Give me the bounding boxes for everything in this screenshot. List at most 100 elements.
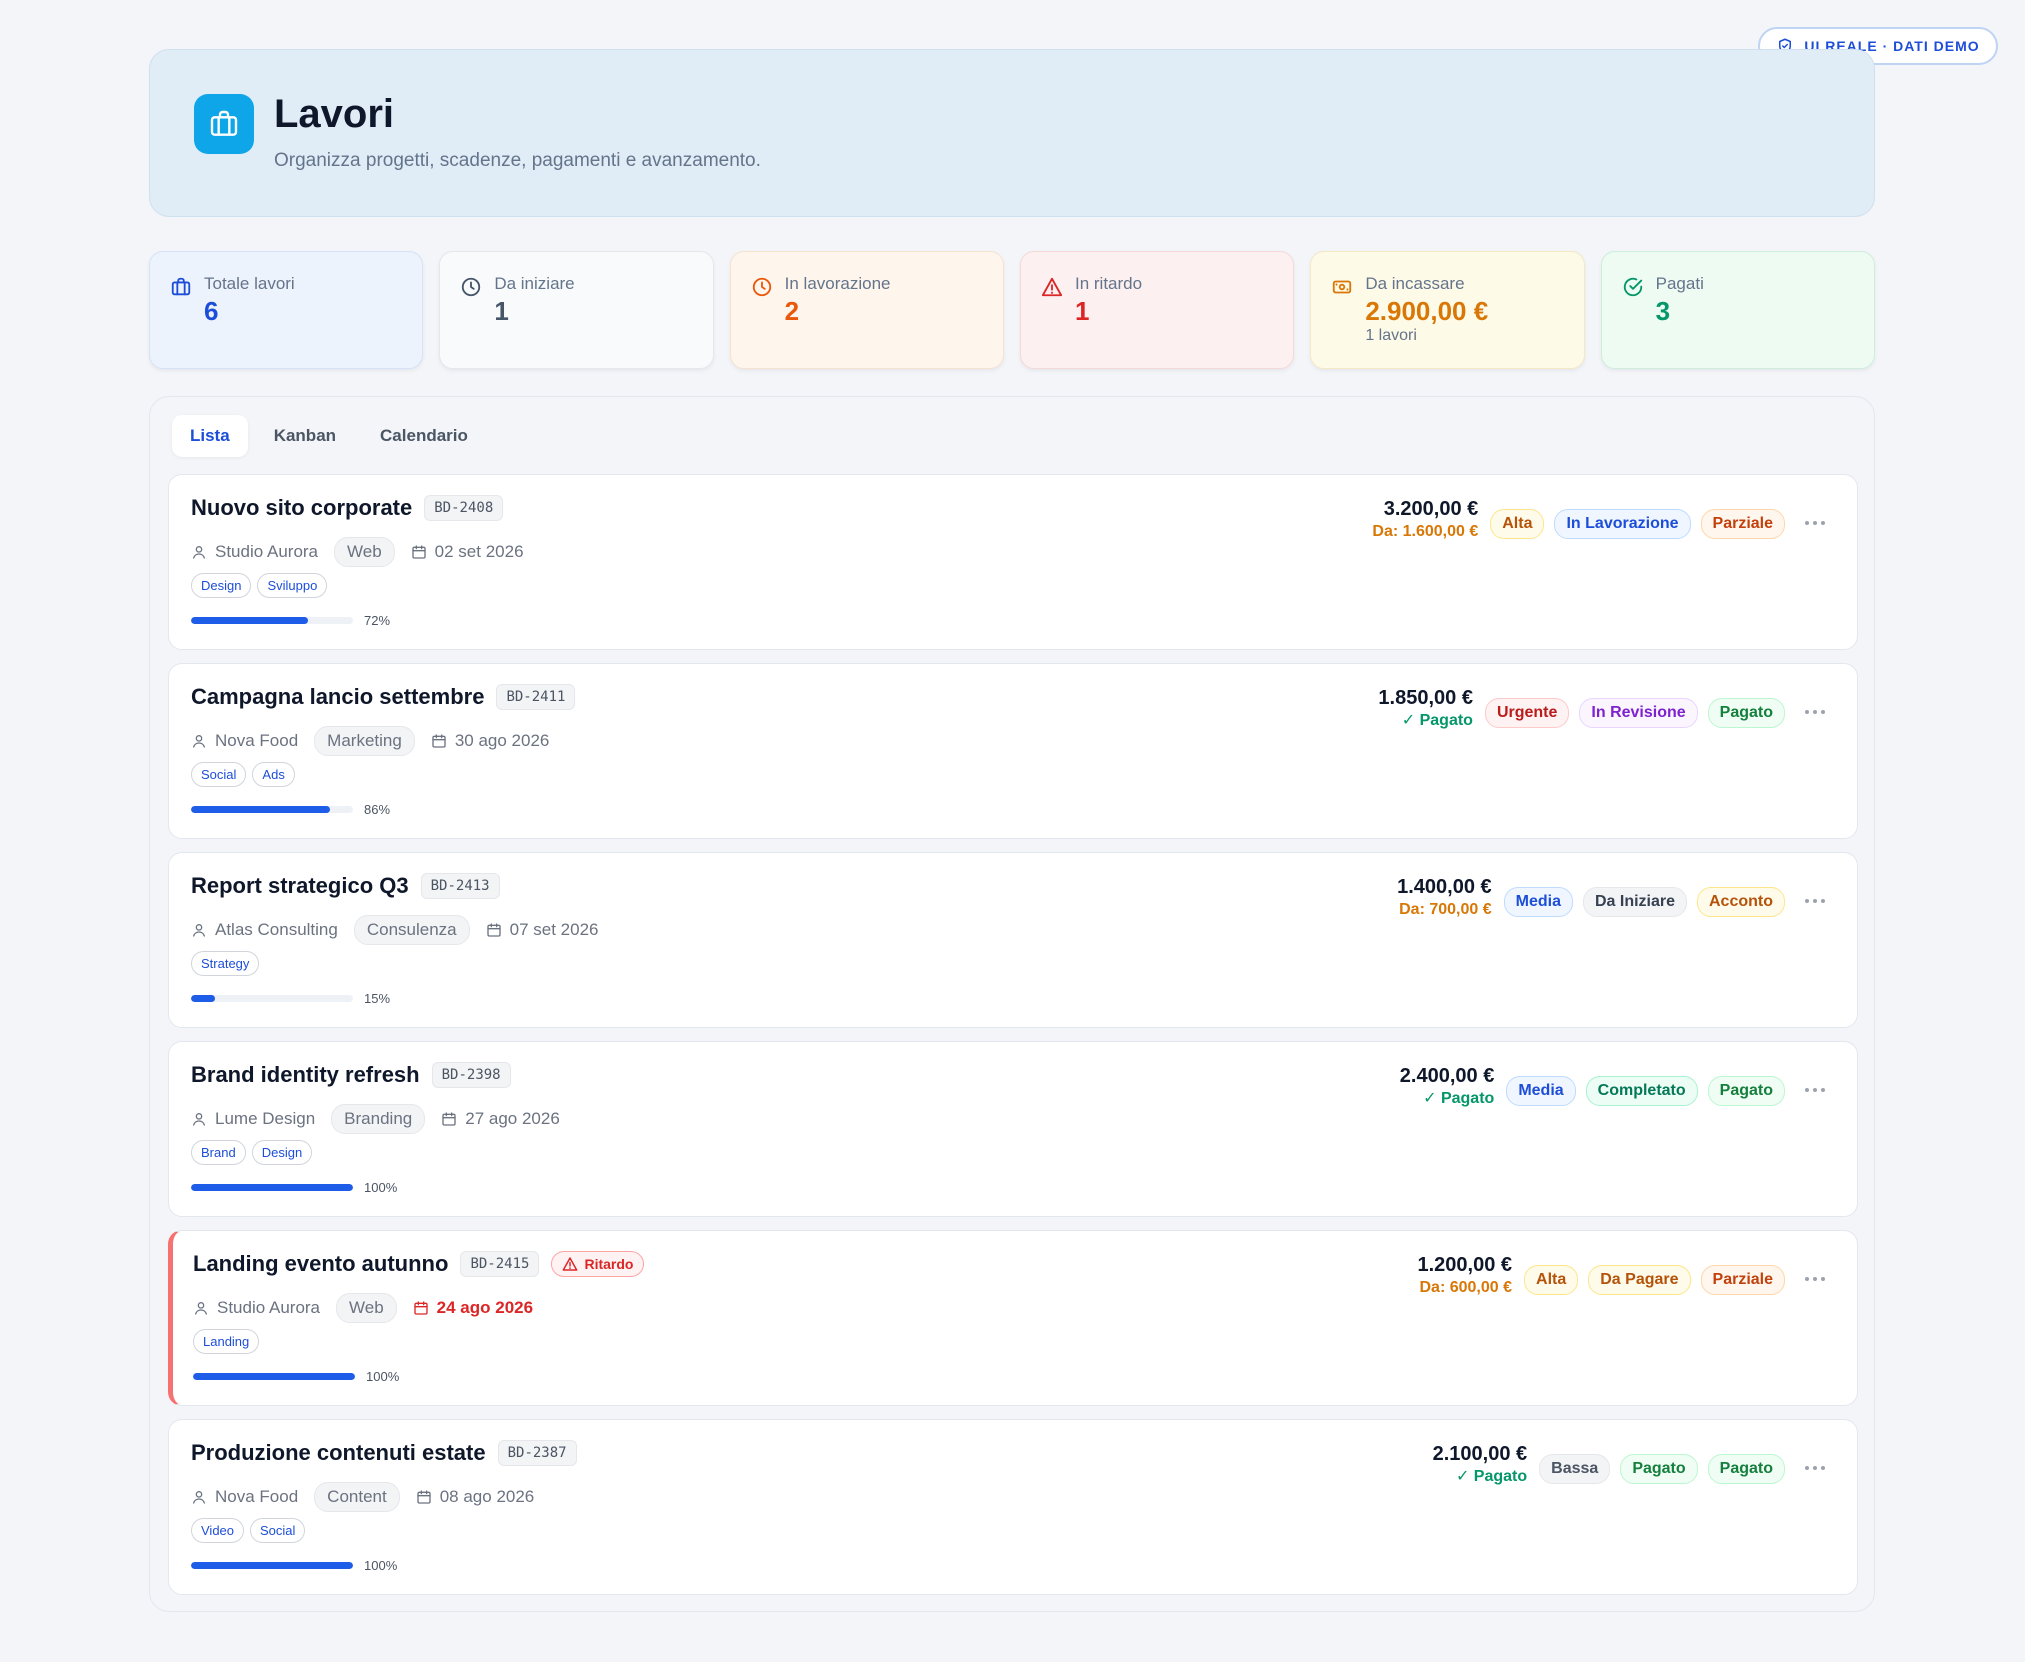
stat-label: Da iniziare [494, 274, 575, 293]
job-amount: 3.200,00 € [1383, 498, 1479, 520]
priority-badge: Alta [1490, 509, 1545, 539]
job-title[interactable]: Nuovo sito corporate [191, 495, 413, 520]
more-icon[interactable] [1795, 1453, 1835, 1483]
alert-icon [1041, 276, 1063, 298]
job-code: BD-2387 [497, 1440, 577, 1466]
job-amount: 1.850,00 € [1378, 687, 1473, 709]
payment-badge: Pagato [1707, 1454, 1785, 1484]
job-progress: 15% [191, 991, 390, 1006]
status-badge: Da Pagare [1588, 1265, 1691, 1295]
more-icon[interactable] [1795, 886, 1835, 916]
status-badge: Completato [1585, 1076, 1698, 1106]
job-due-date: 07 set 2026 [486, 920, 598, 940]
stats-row: Totale lavori 6 Da iniziare 1 In lavorazione… [149, 251, 1875, 369]
tab-calendario[interactable]: Calendario [380, 426, 468, 445]
job-summary: 3.200,00 € Da: 1.600,00 € Alta In Lavorazio… [1372, 497, 1835, 543]
progress-bar [191, 1184, 353, 1191]
job-code: BD-2415 [460, 1251, 540, 1277]
job-tag: Ads [252, 762, 295, 787]
job-title[interactable]: Produzione contenuti estate [191, 1440, 486, 1465]
job-row[interactable]: Landing evento autunno BD-2415 Ritardo Stud… [168, 1230, 1858, 1406]
calendar-icon [431, 733, 447, 749]
progress-bar-fill [191, 617, 308, 624]
stat-value: 2 [784, 296, 800, 326]
job-summary: 1.200,00 € Da: 600,00 € Alta Da Pagare Parzi… [1417, 1253, 1835, 1299]
job-amount-due: Da: 1.600,00 € [1372, 523, 1479, 540]
job-due-date: 02 set 2026 [411, 542, 524, 562]
progress-bar [191, 995, 353, 1002]
job-category: Web [334, 537, 395, 567]
job-tag: Design [191, 573, 252, 598]
progress-percent: 15% [364, 991, 391, 1006]
progress-percent: 72% [364, 613, 391, 628]
status-badge: In Revisione [1579, 698, 1698, 728]
progress-bar-fill [191, 995, 216, 1002]
job-tag: Sviluppo [257, 573, 328, 598]
stat-card: Pagati 3 [1600, 251, 1875, 369]
job-meta: Atlas Consulting Consulenza 07 set 2026 [191, 915, 598, 945]
stat-label: In ritardo [1074, 274, 1143, 293]
job-tag: Social [250, 1518, 306, 1543]
job-tag: Social [191, 762, 247, 787]
job-amounts: 1.850,00 € ✓ Pagato [1378, 686, 1473, 732]
job-client: Nova Food [191, 731, 298, 751]
progress-percent: 100% [364, 1180, 398, 1195]
stat-card: Da incassare 2.900,00 €1 lavori [1310, 251, 1585, 369]
more-icon[interactable] [1795, 1264, 1835, 1294]
job-amounts: 1.400,00 € Da: 700,00 € [1397, 875, 1492, 921]
job-title-row: Landing evento autunno BD-2415 Ritardo [193, 1251, 645, 1277]
more-icon[interactable] [1795, 697, 1835, 727]
more-icon[interactable] [1795, 1075, 1835, 1105]
payment-badge: Parziale [1700, 1265, 1785, 1295]
payment-badge: Acconto [1697, 887, 1785, 917]
job-tag: Landing [193, 1329, 260, 1354]
page-title: Lavori [274, 92, 395, 136]
jobs-panel: Lista Kanban Calendario Nuovo sito corpora… [149, 396, 1875, 1612]
payment-badge: Pagato [1707, 1076, 1785, 1106]
calendar-icon [441, 1111, 457, 1127]
job-progress: 100% [191, 1558, 397, 1573]
stat-value: 2.900,00 € [1365, 296, 1489, 326]
job-amount-due: Da: 600,00 € [1419, 1279, 1513, 1296]
job-code: BD-2408 [424, 495, 504, 521]
tab-lista[interactable]: Lista [172, 415, 248, 457]
user-icon [191, 733, 207, 749]
job-tags: Brand Design [191, 1140, 313, 1165]
job-title[interactable]: Report strategico Q3 [191, 873, 409, 898]
tab-kanban[interactable]: Kanban [273, 426, 337, 445]
job-title[interactable]: Landing evento autunno [193, 1251, 449, 1276]
job-list: Nuovo sito corporate BD-2408 Studio Aurora… [168, 474, 1858, 1608]
job-row[interactable]: Brand identity refresh BD-2398 Lume Design… [168, 1041, 1858, 1217]
job-row[interactable]: Produzione contenuti estate BD-2387 Nova F… [168, 1419, 1858, 1595]
priority-badge: Urgente [1484, 698, 1570, 728]
more-icon[interactable] [1795, 508, 1835, 538]
progress-bar-fill [193, 1373, 355, 1380]
job-date-label: 30 ago 2026 [454, 731, 550, 750]
job-meta: Studio Aurora Web 02 set 2026 [191, 537, 524, 567]
job-row[interactable]: Report strategico Q3 BD-2413 Atlas Consult… [168, 852, 1858, 1028]
progress-bar [191, 806, 353, 813]
job-due-date: 24 ago 2026 [413, 1298, 533, 1318]
late-badge: Ritardo [551, 1251, 645, 1277]
job-amount: 2.400,00 € [1399, 1065, 1495, 1087]
progress-bar [193, 1373, 355, 1380]
job-amount-due: ✓ Pagato [1455, 1468, 1528, 1485]
job-code: BD-2411 [496, 684, 576, 710]
job-title[interactable]: Campagna lancio settembre [191, 684, 485, 709]
job-title[interactable]: Brand identity refresh [191, 1062, 420, 1087]
job-category: Content [314, 1482, 400, 1512]
stat-value: 1 [1074, 296, 1090, 326]
stat-card: In ritardo 1 [1019, 251, 1295, 369]
clock-icon [460, 276, 482, 298]
job-summary: 1.400,00 € Da: 700,00 € Media Da Iniziare Ac… [1397, 875, 1835, 921]
calendar-icon [411, 544, 427, 560]
job-tag: Strategy [191, 951, 260, 976]
job-row[interactable]: Nuovo sito corporate BD-2408 Studio Aurora… [168, 474, 1858, 650]
job-progress: 100% [191, 1180, 397, 1195]
job-row[interactable]: Campagna lancio settembre BD-2411 Nova Foo… [168, 663, 1858, 839]
stat-label: Da incassare [1365, 274, 1465, 293]
job-amount-due: ✓ Pagato [1401, 712, 1473, 729]
job-tags: Strategy [191, 951, 260, 976]
calendar-icon [416, 1489, 432, 1505]
stat-value: 3 [1655, 296, 1671, 326]
